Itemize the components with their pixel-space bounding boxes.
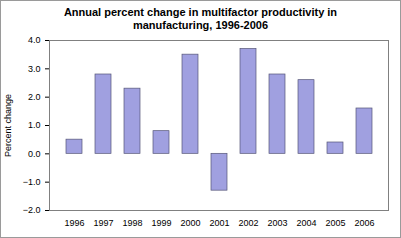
svg-text:2006: 2006: [354, 218, 374, 228]
svg-text:4.0: 4.0: [28, 35, 41, 45]
svg-text:2001: 2001: [209, 218, 229, 228]
svg-text:3.0: 3.0: [28, 64, 41, 74]
svg-text:2002: 2002: [238, 218, 258, 228]
svg-text:2003: 2003: [267, 218, 287, 228]
svg-text:2004: 2004: [296, 218, 316, 228]
svg-text:1.0: 1.0: [28, 120, 41, 130]
svg-text:1999: 1999: [151, 218, 171, 228]
svg-text:2005: 2005: [325, 218, 345, 228]
svg-text:−2.0: −2.0: [23, 205, 41, 215]
svg-text:−1.0: −1.0: [23, 177, 41, 187]
svg-text:1998: 1998: [122, 218, 142, 228]
svg-text:2000: 2000: [180, 218, 200, 228]
svg-text:2.0: 2.0: [28, 92, 41, 102]
svg-text:Percent change: Percent change: [3, 94, 13, 157]
svg-text:1997: 1997: [93, 218, 113, 228]
html-text:Annual percent change in multi: Annual percent change in multifactor pro…: [63, 6, 338, 31]
svg-text:0.0: 0.0: [28, 149, 41, 159]
svg-text:1996: 1996: [64, 218, 84, 228]
